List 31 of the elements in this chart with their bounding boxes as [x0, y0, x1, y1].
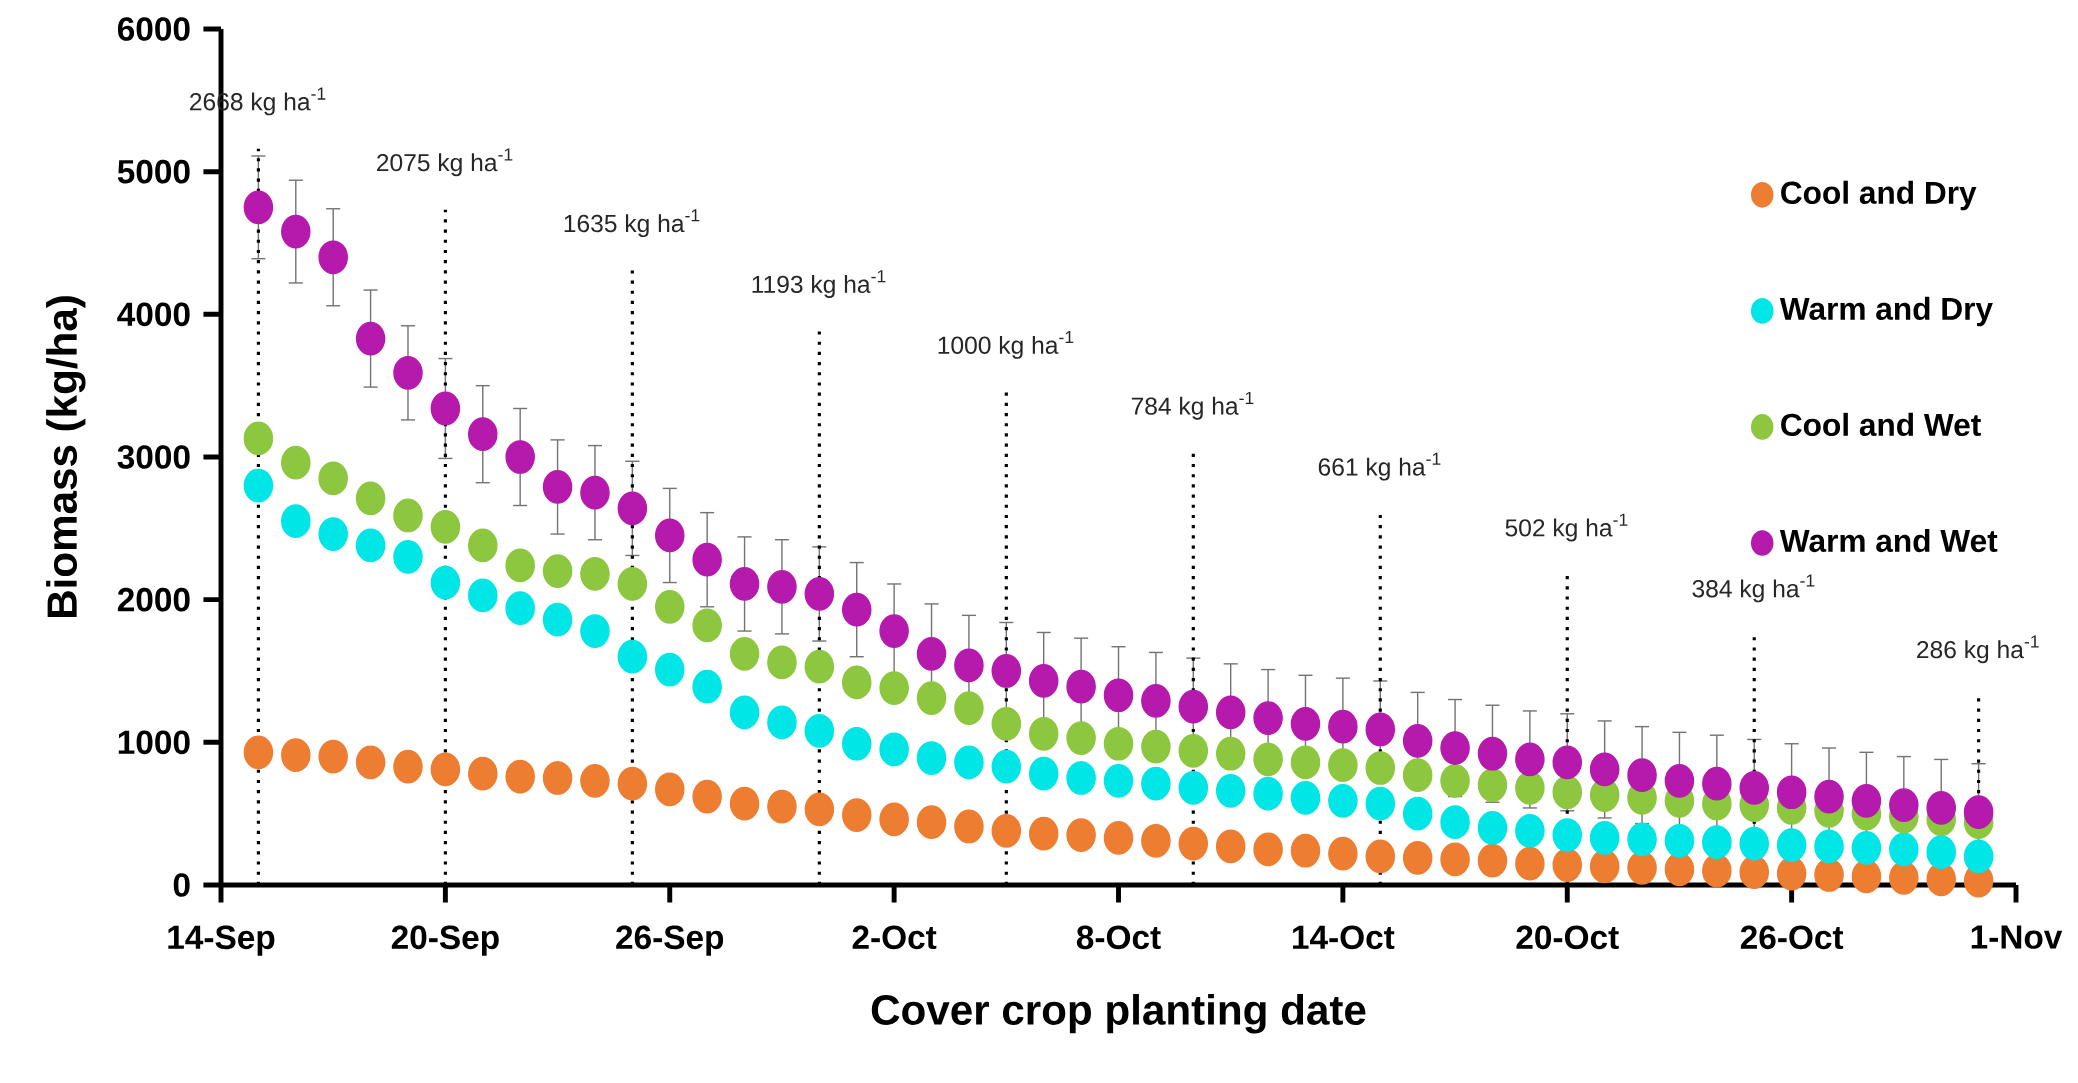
- y-tick-label: 6000: [117, 17, 190, 41]
- x-tick-label: 14-Sep: [168, 925, 275, 956]
- ref-line-label: 1000 kg ha$^{-1}$: [938, 331, 1074, 359]
- y-tick-label: 3000: [117, 445, 190, 469]
- y-tick-label: 0: [173, 873, 190, 897]
- y-tick-label: 2000: [117, 587, 190, 612]
- x-tick-label: 26-Oct: [1740, 925, 1844, 950]
- x-tick-label: 2-Oct: [852, 925, 937, 950]
- ref-line-label: 784 kg ha$^{-1}$: [1131, 391, 1254, 420]
- x-tick-label: 8-Oct: [1076, 925, 1161, 950]
- x-tick-label: 20-Oct: [1516, 925, 1619, 950]
- x-axis-title: Cover crop planting date: [871, 993, 1366, 1034]
- x-tick-label: 20-Sep: [391, 925, 499, 956]
- y-tick-label: 5000: [117, 159, 190, 184]
- ref-line-label: 502 kg ha$^{-1}$: [1505, 513, 1628, 542]
- ref-line-label: 1635 kg ha$^{-1}$: [564, 209, 700, 238]
- y-tick-label: 1000: [118, 730, 190, 755]
- ref-line-label: 661 kg ha$^{-1}$: [1318, 452, 1441, 481]
- legend-label: Warm and Wet: [1779, 528, 1998, 553]
- ref-line-label: 286 kg ha$^{-1}$: [1917, 635, 2039, 664]
- ref-line-label: 384 kg ha$^{-1}$: [1692, 574, 1815, 603]
- x-tick-label: 26-Sep: [616, 925, 724, 956]
- y-axis-title: Biomass (kg/ha): [46, 296, 86, 618]
- x-tick-label: 1-Nov: [1971, 925, 2063, 949]
- legend-label: Warm and Dry: [1779, 296, 1993, 327]
- legend-label: Cool and Wet: [1781, 412, 1981, 437]
- y-tick-label: 4000: [117, 302, 190, 327]
- x-tick-label: 14-Oct: [1293, 925, 1395, 950]
- legend-label: Cool and Dry: [1781, 180, 1977, 211]
- ref-line-label: 1193 kg ha$^{-1}$: [752, 270, 886, 298]
- ref-line-label: 2075 kg ha$^{-1}$: [377, 148, 513, 177]
